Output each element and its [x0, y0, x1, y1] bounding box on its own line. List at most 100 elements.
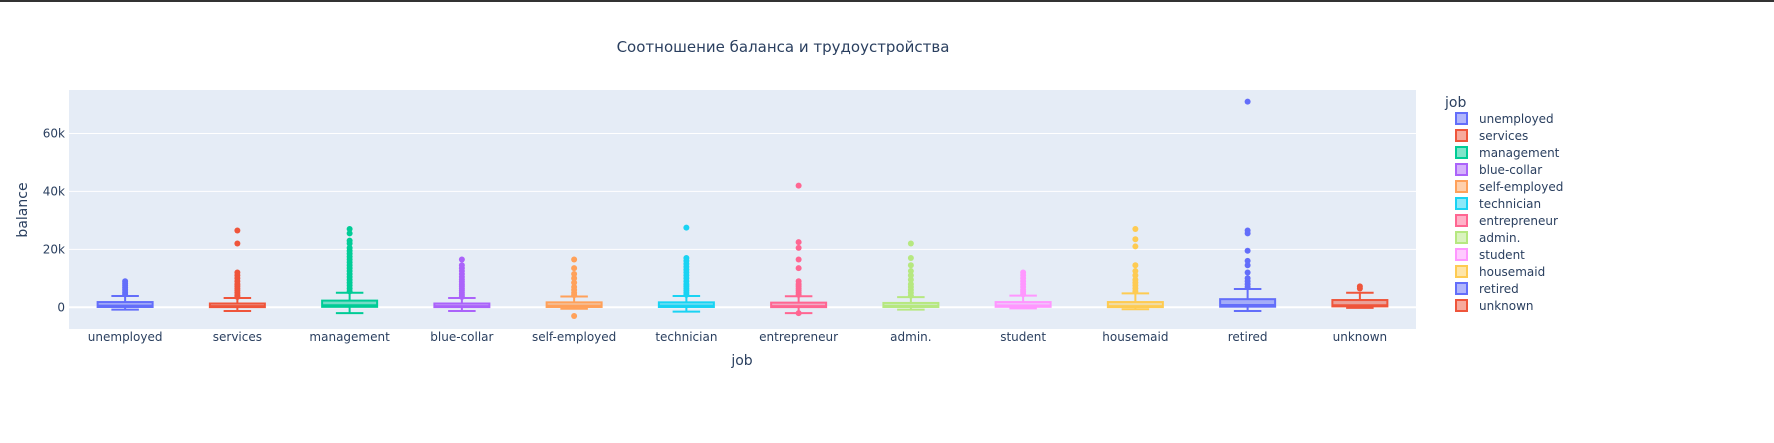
- outlier-point[interactable]: [907, 268, 914, 275]
- legend-swatch: [1455, 180, 1468, 193]
- outlier-point[interactable]: [571, 270, 578, 277]
- outlier-point[interactable]: [1132, 226, 1139, 233]
- outlier-point[interactable]: [571, 283, 578, 290]
- box-housemaid[interactable]: [1106, 226, 1164, 311]
- outlier-point[interactable]: [1132, 243, 1139, 250]
- box-retired[interactable]: [1219, 98, 1277, 313]
- legend-label: management: [1479, 146, 1560, 160]
- outlier-point[interactable]: [571, 275, 578, 282]
- x-tick-label: self-employed: [532, 330, 616, 344]
- box-blue-collar[interactable]: [433, 256, 491, 313]
- box-technician[interactable]: [657, 224, 715, 313]
- outlier-point[interactable]: [795, 256, 802, 263]
- outlier-point[interactable]: [571, 256, 578, 263]
- outlier-point[interactable]: [1244, 257, 1251, 264]
- box-unknown[interactable]: [1331, 283, 1389, 309]
- legend-label: unknown: [1479, 299, 1534, 313]
- outlier-point[interactable]: [1020, 269, 1027, 276]
- outlier-point[interactable]: [683, 224, 690, 231]
- outlier-point[interactable]: [1132, 236, 1139, 243]
- outlier-point[interactable]: [1132, 276, 1139, 283]
- legend-swatch: [1455, 248, 1468, 261]
- outlier-point[interactable]: [346, 230, 353, 237]
- outlier-point[interactable]: [795, 239, 802, 246]
- outlier-point[interactable]: [683, 255, 690, 262]
- grid-lines: [69, 132, 1416, 309]
- outlier-point[interactable]: [795, 182, 802, 189]
- legend-item[interactable]: unknown: [1455, 299, 1534, 313]
- legend-swatch: [1455, 163, 1468, 176]
- outlier-point[interactable]: [1244, 269, 1251, 276]
- outlier-point[interactable]: [571, 312, 578, 319]
- legend-swatch: [1455, 265, 1468, 278]
- outlier-point[interactable]: [907, 255, 914, 262]
- legend-item[interactable]: self-employed: [1455, 180, 1563, 194]
- outlier-point[interactable]: [907, 262, 914, 269]
- box-entrepreneur[interactable]: [770, 182, 828, 317]
- legend-item[interactable]: housemaid: [1455, 265, 1545, 279]
- legend-swatch: [1455, 197, 1468, 210]
- y-axis-ticks: 0 20k 40k 60k: [43, 126, 65, 314]
- legend-label: technician: [1479, 197, 1541, 211]
- outlier-point[interactable]: [1244, 247, 1251, 254]
- outlier-point[interactable]: [1132, 272, 1139, 279]
- legend-item[interactable]: entrepreneur: [1455, 214, 1558, 228]
- box-student[interactable]: [994, 269, 1052, 310]
- outlier-point[interactable]: [795, 244, 802, 251]
- legend-item[interactable]: student: [1455, 248, 1525, 262]
- chart-title: Соотношение баланса и трудоустройства: [617, 38, 950, 56]
- legend-item[interactable]: unemployed: [1455, 112, 1554, 126]
- outlier-point[interactable]: [122, 278, 129, 285]
- box-iqr: [1106, 301, 1164, 309]
- outlier-point[interactable]: [1244, 262, 1251, 269]
- box-admin[interactable]: [882, 240, 940, 311]
- legend-item[interactable]: retired: [1455, 282, 1519, 296]
- legend-item[interactable]: admin.: [1455, 231, 1520, 245]
- outlier-point[interactable]: [346, 226, 353, 233]
- outlier-point[interactable]: [1132, 262, 1139, 269]
- outlier-point[interactable]: [1356, 283, 1363, 290]
- outlier-point[interactable]: [1132, 268, 1139, 275]
- outlier-point[interactable]: [571, 279, 578, 286]
- plot-background: [69, 90, 1416, 329]
- outlier-point[interactable]: [458, 262, 465, 269]
- box-iqr: [1219, 298, 1277, 308]
- outlier-point[interactable]: [907, 272, 914, 279]
- outlier-point[interactable]: [795, 265, 802, 272]
- outlier-point[interactable]: [795, 278, 802, 285]
- legend-item[interactable]: services: [1455, 129, 1528, 143]
- x-tick-label: services: [213, 330, 262, 344]
- outlier-point[interactable]: [234, 227, 241, 234]
- box-self-employed[interactable]: [545, 256, 603, 319]
- y-tick-label: 0: [57, 300, 65, 314]
- box-services[interactable]: [208, 227, 266, 313]
- legend-swatch: [1455, 214, 1468, 227]
- outlier-point[interactable]: [907, 276, 914, 283]
- outlier-point[interactable]: [234, 269, 241, 276]
- x-tick-label: unemployed: [88, 330, 163, 344]
- outlier-point[interactable]: [234, 240, 241, 247]
- legend-item[interactable]: blue-collar: [1455, 163, 1542, 177]
- x-tick-label: housemaid: [1102, 330, 1168, 344]
- outlier-point[interactable]: [907, 240, 914, 247]
- legend[interactable]: unemployed services management blue-collar s…: [1455, 112, 1563, 313]
- legend-swatch: [1455, 299, 1468, 312]
- legend-label: self-employed: [1479, 180, 1563, 194]
- legend-item[interactable]: technician: [1455, 197, 1541, 211]
- box-management[interactable]: [321, 226, 379, 315]
- legend-label: entrepreneur: [1479, 214, 1558, 228]
- legend-item[interactable]: management: [1455, 146, 1560, 160]
- outlier-point[interactable]: [346, 237, 353, 244]
- outlier-point[interactable]: [346, 244, 353, 251]
- outlier-point[interactable]: [458, 256, 465, 263]
- x-tick-label: blue-collar: [430, 330, 493, 344]
- outlier-point[interactable]: [1244, 275, 1251, 282]
- outlier-point[interactable]: [795, 310, 802, 317]
- box-unemployed[interactable]: [96, 278, 154, 311]
- outlier-point[interactable]: [571, 265, 578, 272]
- outlier-point[interactable]: [1244, 98, 1251, 105]
- box-series: [96, 98, 1389, 319]
- box-iqr: [657, 301, 715, 308]
- outlier-point[interactable]: [907, 281, 914, 288]
- outlier-point[interactable]: [1244, 227, 1251, 234]
